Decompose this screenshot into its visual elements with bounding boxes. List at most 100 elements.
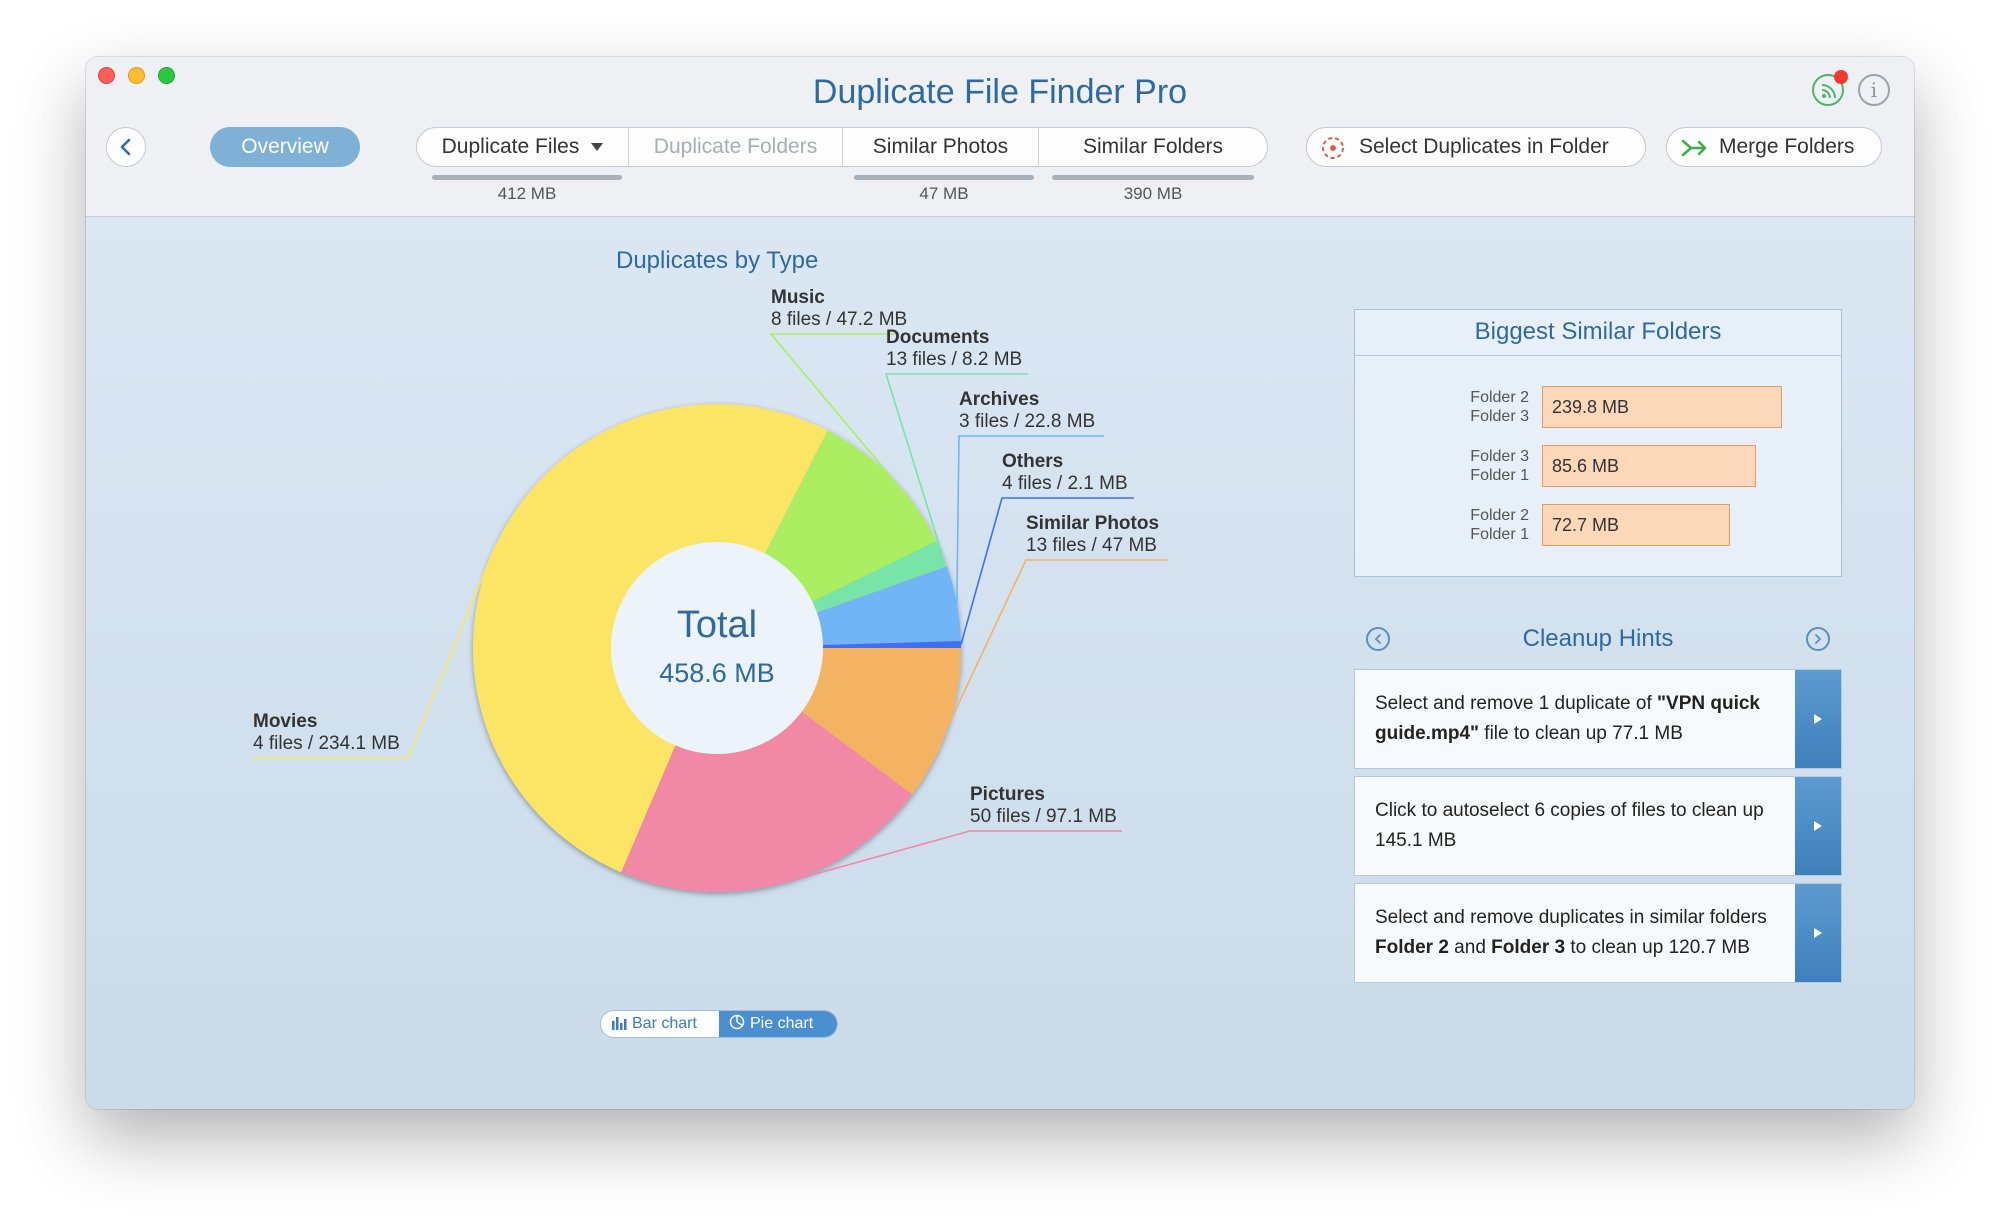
slice-detail-others: 4 files / 2.1 MB	[1002, 473, 1128, 494]
slice-label-others: Others	[1002, 451, 1063, 472]
pie-chart-icon	[729, 1014, 745, 1030]
folder-size-bar: 85.6 MB	[1542, 445, 1756, 487]
tab-duplicate-folders[interactable]: Duplicate Folders	[629, 128, 843, 166]
overview-button[interactable]: Overview	[210, 127, 360, 167]
pie-center-hole	[611, 542, 823, 754]
slice-label-music: Music	[771, 287, 825, 308]
play-arrow-icon	[1814, 714, 1822, 724]
folder-name: Folder 2	[1470, 389, 1529, 406]
chart-type-toggle: Bar chart Pie chart	[600, 1010, 838, 1038]
apply-hint-button[interactable]	[1795, 884, 1841, 982]
cleanup-hint-text: Select and remove duplicates in similar …	[1375, 907, 1767, 958]
folder-name: Folder 1	[1470, 526, 1529, 543]
select-duplicates-in-folder-button[interactable]: Select Duplicates in Folder	[1306, 127, 1646, 167]
slice-label-documents: Documents	[886, 327, 989, 348]
merge-arrow-icon	[1681, 139, 1707, 157]
slice-label-archives: Archives	[959, 389, 1039, 410]
tab-similar-photos[interactable]: Similar Photos	[843, 128, 1039, 166]
apply-hint-button[interactable]	[1795, 777, 1841, 875]
target-icon	[1322, 137, 1344, 159]
back-button[interactable]	[106, 127, 146, 167]
slice-detail-archives: 3 files / 22.8 MB	[959, 411, 1095, 432]
similar-folder-row[interactable]: Folder 2 Folder 3 239.8 MB	[1355, 386, 1841, 428]
bar-chart-icon	[612, 1017, 627, 1030]
minimize-window-button[interactable]	[128, 67, 145, 84]
callout-line-similar-photos	[947, 559, 1168, 726]
pie-center-label: Total	[677, 604, 757, 646]
tab-size-similar-folders: 390 MB	[1123, 184, 1183, 203]
title-bar: Duplicate File Finder Pro i Overview Dup…	[86, 57, 1914, 217]
tab-duplicate-files[interactable]: Duplicate Files	[417, 128, 629, 166]
notification-badge	[1834, 70, 1848, 84]
folder-pair: Folder 2 Folder 3	[1470, 388, 1529, 426]
callout-line-music	[769, 333, 896, 478]
folder-pair: Folder 2 Folder 1	[1470, 506, 1529, 544]
tab-similar-folders[interactable]: Similar Folders	[1082, 135, 1224, 158]
tab-size-duplicate-files: 412 MB	[497, 184, 557, 203]
chevron-left-icon	[120, 138, 131, 156]
folder-size-bar: 239.8 MB	[1542, 386, 1782, 428]
zoom-window-button[interactable]	[158, 67, 175, 84]
slice-detail-similar-photos: 13 files / 47 MB	[1026, 535, 1157, 556]
folder-size-bar: 72.7 MB	[1542, 504, 1730, 546]
chart-title: Duplicates by Type	[616, 247, 819, 274]
slice-detail-pictures: 50 files / 97.1 MB	[970, 806, 1117, 827]
window-title: Duplicate File Finder Pro	[812, 73, 1188, 111]
cleanup-hint-card[interactable]: Select and remove 1 duplicate of "VPN qu…	[1354, 669, 1842, 769]
cleanup-hint-card[interactable]: Click to autoselect 6 copies of files to…	[1354, 776, 1842, 876]
callout-line-documents	[884, 373, 1028, 554]
folder-name: Folder 3	[1470, 448, 1529, 465]
bar-chart-label: Bar chart	[632, 1015, 697, 1032]
similar-folders-title: Biggest Similar Folders	[1355, 310, 1841, 356]
folder-pair: Folder 3 Folder 1	[1470, 447, 1529, 485]
tab-size-bar	[1052, 175, 1254, 180]
overview-content: Duplicates by Type Total 458.6 MB Simila…	[86, 217, 1914, 1109]
bar-chart-toggle[interactable]: Bar chart	[601, 1011, 719, 1037]
cleanup-hints-header: Cleanup Hints	[1354, 619, 1842, 659]
apply-hint-button[interactable]	[1795, 670, 1841, 768]
folder-name: Folder 1	[1470, 467, 1529, 484]
merge-folders-button[interactable]: Merge Folders	[1666, 127, 1882, 167]
cleanup-hint-text: Click to autoselect 6 copies of files to…	[1375, 800, 1764, 851]
biggest-similar-folders-panel: Biggest Similar Folders Folder 2 Folder …	[1354, 309, 1842, 577]
close-window-button[interactable]	[98, 67, 115, 84]
pie-chart-toggle[interactable]: Pie chart	[719, 1011, 837, 1037]
slice-detail-documents: 13 files / 8.2 MB	[886, 349, 1022, 370]
similar-folder-row[interactable]: Folder 3 Folder 1 85.6 MB	[1355, 445, 1841, 487]
folder-name: Folder 3	[1470, 408, 1529, 425]
play-arrow-icon	[1814, 928, 1822, 938]
category-tabs: Duplicate Files Duplicate Folders Simila…	[416, 127, 1268, 167]
select-duplicates-label: Select Duplicates in Folder	[1359, 135, 1609, 158]
previous-hint-button[interactable]	[1366, 627, 1390, 651]
callout-line-movies	[253, 544, 497, 759]
chevron-left-icon	[1374, 634, 1381, 644]
slice-detail-movies: 4 files / 234.1 MB	[253, 733, 400, 754]
info-icon[interactable]: i	[1858, 74, 1890, 106]
news-feed-icon[interactable]	[1812, 70, 1848, 106]
chevron-down-icon[interactable]	[591, 143, 604, 152]
rss-icon	[1821, 84, 1836, 99]
pie-chart-label: Pie chart	[750, 1015, 814, 1032]
cleanup-hints-title: Cleanup Hints	[1522, 625, 1674, 652]
app-window: Duplicate File Finder Pro i Overview Dup…	[86, 57, 1914, 1109]
callout-line-pictures	[779, 830, 1122, 885]
slice-label-similar-photos: Similar Photos	[1026, 513, 1159, 534]
merge-folders-label: Merge Folders	[1719, 135, 1855, 158]
callout-line-others	[960, 497, 1134, 645]
tab-size-bar	[432, 175, 622, 180]
chevron-right-icon	[1815, 634, 1822, 644]
play-arrow-icon	[1814, 821, 1822, 831]
next-hint-button[interactable]	[1806, 627, 1830, 651]
tab-size-similar-photos: 47 MB	[919, 184, 969, 203]
cleanup-hint-card[interactable]: Select and remove duplicates in similar …	[1354, 883, 1842, 983]
slice-label-pictures: Pictures	[970, 784, 1045, 805]
callout-line-archives	[956, 435, 1104, 604]
slice-detail-music: 8 files / 47.2 MB	[771, 309, 907, 330]
pie-center-value: 458.6 MB	[659, 658, 775, 688]
cleanup-hint-text: Select and remove 1 duplicate of "VPN qu…	[1375, 693, 1760, 744]
tab-size-bar	[854, 175, 1034, 180]
slice-label-movies: Movies	[253, 711, 317, 732]
similar-folder-row[interactable]: Folder 2 Folder 1 72.7 MB	[1355, 504, 1841, 546]
folder-name: Folder 2	[1470, 507, 1529, 524]
